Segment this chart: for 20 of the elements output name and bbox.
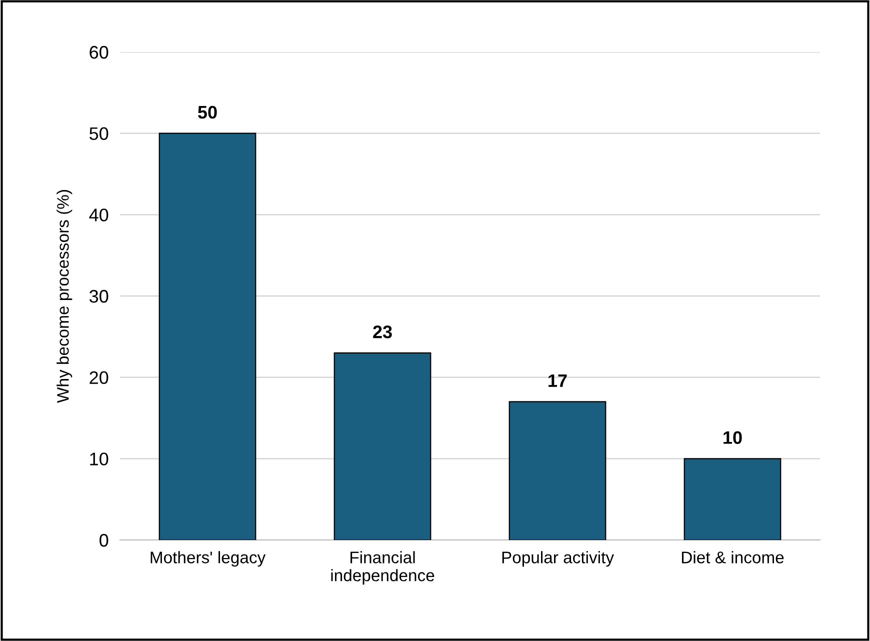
bar	[158, 132, 256, 540]
data-label: 10	[724, 431, 742, 444]
y-tick-label: 10	[90, 452, 108, 466]
y-tick-label: 0	[100, 534, 108, 547]
y-tick-label: 40	[89, 208, 108, 222]
y-tick-label: 60	[90, 46, 108, 59]
data-label: 23	[373, 325, 392, 338]
x-tick-label: Financial independence	[331, 551, 434, 585]
bar	[508, 401, 606, 540]
data-label: 17	[548, 374, 567, 387]
y-tick-label: 50	[90, 127, 108, 140]
bar	[334, 352, 432, 540]
x-tick-label: Mothers' legacy	[150, 551, 266, 567]
x-tick-label: Popular activity	[502, 551, 614, 567]
bar	[684, 458, 782, 540]
y-tick-label: 20	[90, 371, 108, 384]
y-axis-title: Why become processors (%)	[56, 190, 72, 403]
data-label: 50	[198, 106, 217, 119]
y-tick-label: 30	[89, 290, 108, 303]
x-tick-label: Diet & income	[682, 551, 784, 564]
